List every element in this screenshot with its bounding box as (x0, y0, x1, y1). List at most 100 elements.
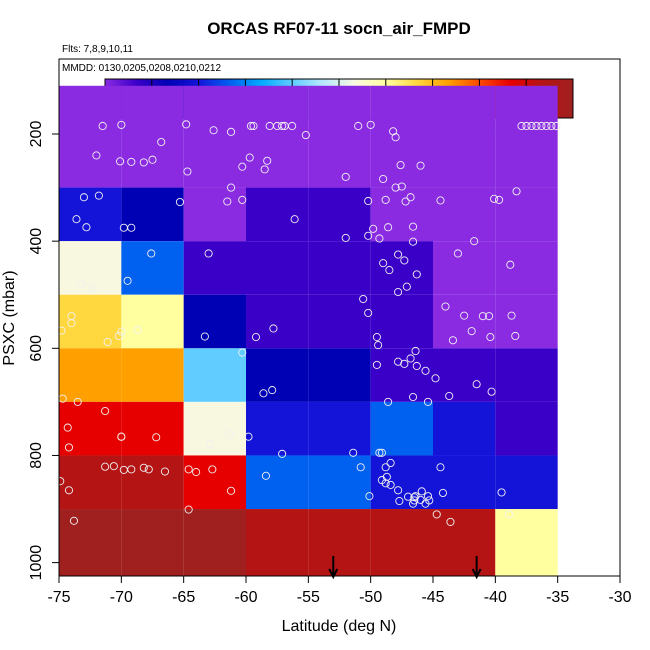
observation-point (409, 237, 418, 246)
observation-point (114, 331, 123, 341)
heatmap-cell (59, 294, 122, 349)
observation-point (365, 492, 374, 501)
observation-point (117, 432, 126, 441)
observation-point (117, 327, 126, 336)
observation-point (472, 380, 481, 389)
heatmap-cell (495, 509, 558, 576)
observation-point (542, 121, 551, 131)
observation-point (278, 121, 287, 131)
observation-point (73, 397, 82, 406)
observation-point (72, 215, 81, 224)
heatmap-cell (59, 85, 122, 135)
heatmap-cell (121, 241, 184, 295)
heatmap-cell (183, 509, 246, 576)
heatmap-cells (59, 85, 558, 576)
observation-point (127, 465, 136, 474)
observation-point (103, 337, 112, 346)
heatmap-cell (183, 187, 246, 242)
x-tick-label: -45 (421, 589, 444, 606)
observation-point (288, 121, 297, 131)
observation-point (238, 162, 247, 171)
chart-title: ORCAS RF07-11 socn_air_FMPD (207, 19, 471, 38)
heatmap-cell (433, 85, 496, 135)
arrow-markers (328, 556, 482, 580)
observation-point (412, 361, 421, 371)
observation-point (395, 496, 404, 506)
observation-point (400, 359, 409, 368)
x-tick-label: -65 (172, 589, 195, 606)
observation-point (259, 389, 268, 398)
observation-point (409, 499, 418, 508)
observation-point (301, 131, 310, 140)
observation-point (485, 312, 494, 321)
observation-point (69, 516, 79, 525)
heatmap-cell (121, 187, 184, 242)
observation-point (64, 443, 74, 452)
observation-point (56, 477, 65, 486)
heatmap-cell (433, 294, 496, 349)
observation-point (144, 465, 153, 474)
observation-point (127, 157, 136, 166)
observation-point (470, 237, 479, 246)
x-axis-label: Latitude (deg N) (282, 618, 397, 635)
heatmap-cell (183, 85, 246, 135)
observation-point (486, 333, 495, 342)
observation-point (354, 121, 363, 131)
heatmap-cell (121, 509, 184, 576)
observation-point (547, 121, 556, 131)
observation-point (148, 155, 157, 164)
observation-point (246, 121, 256, 131)
heatmap-cell (308, 348, 371, 402)
observation-point (226, 183, 236, 192)
observation-point (406, 354, 415, 363)
observation-point (64, 486, 74, 495)
observation-point (411, 346, 420, 356)
heatmap-cell (308, 85, 371, 135)
observation-point (356, 463, 365, 472)
observation-point (123, 276, 132, 285)
heatmap-cell (246, 294, 309, 349)
heatmap-cell (433, 401, 496, 456)
observation-point (517, 121, 526, 131)
heatmap-cell (495, 187, 558, 242)
heatmap-cell (59, 509, 122, 576)
observation-point (381, 479, 390, 488)
heatmap-cell (370, 348, 433, 402)
observation-point (381, 463, 390, 472)
observation-point (394, 486, 403, 495)
x-axis: -75 -70 -65 -60 -55 -50 -45 -40 -35 -30 (47, 575, 632, 606)
observation-point (379, 174, 388, 184)
heatmap-cell (308, 509, 371, 576)
arrow-head (471, 568, 482, 580)
heatmap-cell (495, 401, 558, 456)
observation-point (445, 391, 454, 401)
heatmap-cell (495, 348, 558, 402)
observation-point (504, 510, 514, 519)
observation-point (63, 423, 72, 432)
heatmap-cell (246, 401, 309, 456)
heatmap-cell (121, 134, 184, 188)
heatmap-cell (121, 85, 184, 135)
heatmap-cell (59, 187, 122, 242)
observation-point (436, 463, 445, 472)
heatmap-cell (370, 509, 433, 576)
observation-point (381, 195, 390, 204)
observation-point (421, 366, 430, 375)
observation-point (359, 294, 368, 304)
heatmap-cell (370, 455, 433, 510)
observation-point (261, 471, 270, 480)
y-tick-label: 800 (28, 442, 45, 469)
observation-point (487, 387, 496, 396)
observation-point (98, 121, 107, 131)
observation-point (511, 331, 520, 341)
observation-point (117, 120, 126, 129)
observation-point (506, 260, 515, 269)
observation-point (366, 120, 375, 129)
observation-point (157, 137, 166, 147)
observation-point (364, 308, 373, 317)
heatmap-cell (121, 401, 184, 456)
observation-point (88, 284, 97, 293)
observation-point (497, 488, 506, 497)
